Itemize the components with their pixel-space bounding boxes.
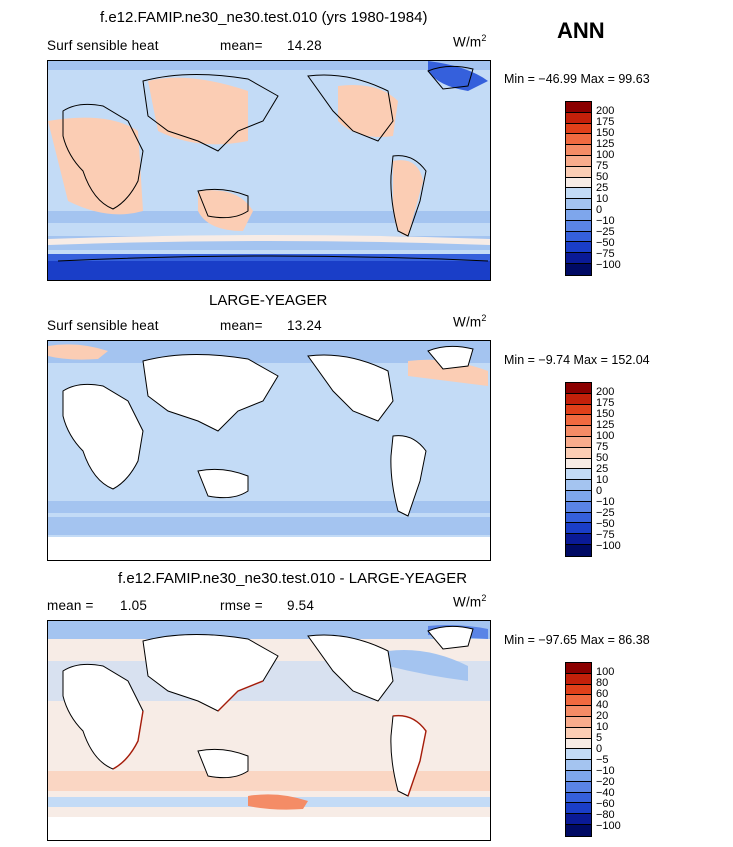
panel2-cb-label: 200 — [596, 386, 615, 398]
panel1-map — [47, 60, 491, 281]
panel1-cb-label: 50 — [596, 171, 609, 183]
panel2-cb-label: −100 — [596, 540, 621, 552]
panel3-cb-label: −5 — [596, 754, 609, 766]
panel3-cb-label: −80 — [596, 809, 615, 821]
panel3-cb-label: 60 — [596, 688, 609, 700]
panel3-cb-label: −40 — [596, 787, 615, 799]
panel1-colorbar — [565, 101, 592, 276]
panel2-cb-label: 0 — [596, 485, 603, 497]
panel1-cb-label: −10 — [596, 215, 615, 227]
panel1-cb-label: 100 — [596, 149, 615, 161]
panel2-title: LARGE-YEAGER — [209, 292, 328, 309]
panel1-cb-label: 175 — [596, 116, 615, 128]
panel1-cb-label: −75 — [596, 248, 615, 260]
panel3-cb-label: −100 — [596, 820, 621, 832]
panel3-cb-label: −10 — [596, 765, 615, 777]
panel2-cb-label: 25 — [596, 463, 609, 475]
panel3-cb-label: 20 — [596, 710, 609, 722]
panel3-cb-label: 10 — [596, 721, 609, 733]
panel3-cb-label: 40 — [596, 699, 609, 711]
panel2-cb-label: 50 — [596, 452, 609, 464]
panel2-cb-label: 125 — [596, 419, 615, 431]
panel3-cb-label: 100 — [596, 666, 615, 678]
panel2-variable: Surf sensible heat — [47, 318, 159, 333]
panel3-cb-label: −60 — [596, 798, 615, 810]
panel2-colorbar — [565, 382, 592, 557]
panel3-mean-label: mean = — [47, 598, 94, 613]
panel3-colorbar — [565, 662, 592, 837]
panel2-cb-label: −25 — [596, 507, 615, 519]
season-label: ANN — [557, 18, 605, 43]
panel1-cb-label: 10 — [596, 193, 609, 205]
panel2-cb-label: 175 — [596, 397, 615, 409]
panel1-cb-label: 200 — [596, 105, 615, 117]
panel1-mean-label: mean= — [220, 38, 263, 53]
panel1-cb-label: −100 — [596, 259, 621, 271]
panel3-cb-label: 0 — [596, 743, 603, 755]
panel1-units: W/m2 — [453, 33, 487, 50]
panel3-minmax: Min = −97.65 Max = 86.38 — [504, 633, 650, 647]
panel3-title: f.e12.FAMIP.ne30_ne30.test.010 - LARGE-Y… — [118, 570, 468, 587]
panel1-cb-label: −25 — [596, 226, 615, 238]
panel3-units: W/m2 — [453, 593, 487, 610]
panel2-cb-label: −75 — [596, 529, 615, 541]
panel1-cb-label: 150 — [596, 127, 615, 139]
panel1-cb-label: 25 — [596, 182, 609, 194]
panel3-mean-value: 1.05 — [120, 598, 148, 613]
panel1-cb-label: −50 — [596, 237, 615, 249]
panel2-minmax: Min = −9.74 Max = 152.04 — [504, 353, 650, 367]
panel2-cb-label: −10 — [596, 496, 615, 508]
panel2-cb-label: 10 — [596, 474, 609, 486]
panel2-cb-label: 75 — [596, 441, 609, 453]
panel1-cb-label: 125 — [596, 138, 615, 150]
panel2-cb-label: −50 — [596, 518, 615, 530]
panel2-units: W/m2 — [453, 313, 487, 330]
panel2-mean-label: mean= — [220, 318, 263, 333]
panel2-cb-label: 100 — [596, 430, 615, 442]
panel3-rmse-value: 9.54 — [287, 598, 315, 613]
panel1-minmax: Min = −46.99 Max = 99.63 — [504, 72, 650, 86]
panel1-cb-label: 0 — [596, 204, 603, 216]
panel1-cb-label: 75 — [596, 160, 609, 172]
panel3-cb-label: −20 — [596, 776, 615, 788]
panel3-cb-label: 5 — [596, 732, 603, 744]
panel3-cb-label: 80 — [596, 677, 609, 689]
panel3-map — [47, 620, 491, 841]
panel2-map — [47, 340, 491, 561]
panel1-mean-value: 14.28 — [287, 38, 322, 53]
panel1-variable: Surf sensible heat — [47, 38, 159, 53]
panel1-title: f.e12.FAMIP.ne30_ne30.test.010 (yrs 1980… — [100, 9, 428, 26]
panel2-cb-label: 150 — [596, 408, 615, 420]
panel3-rmse-label: rmse = — [220, 598, 263, 613]
panel2-mean-value: 13.24 — [287, 318, 322, 333]
